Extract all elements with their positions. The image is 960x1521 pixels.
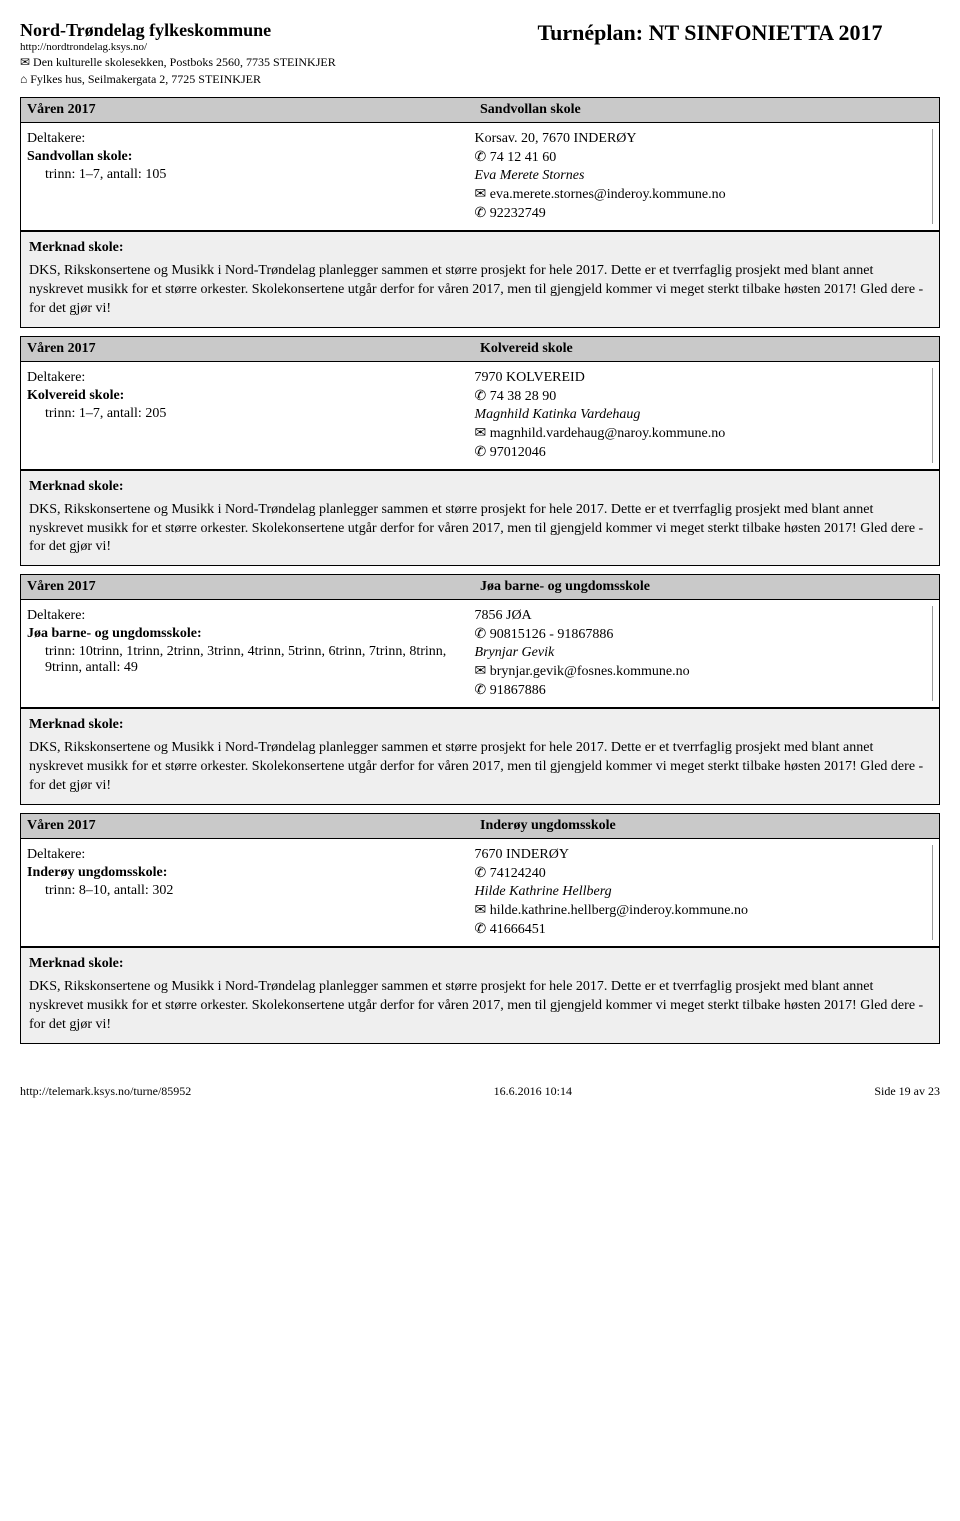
entry-right-col: 7970 KOLVEREID ✆ 74 38 28 90 Magnhild Ka… — [475, 368, 923, 463]
org-addr-2: ⌂ Fylkes hus, Seilmakergata 2, 7725 STEI… — [20, 72, 480, 87]
school-address: 7670 INDERØY — [475, 847, 923, 863]
entry-term: Våren 2017 — [27, 102, 480, 118]
note-text: DKS, Rikskonsertene og Musikk i Nord-Trø… — [29, 739, 931, 796]
entry-body: Deltakere: Jøa barne- og ungdomsskole: t… — [21, 600, 939, 707]
entry-body: Deltakere: Sandvollan skole: trinn: 1–7,… — [21, 123, 939, 230]
participants-label: Deltakere: — [27, 847, 475, 863]
footer-url: http://telemark.ksys.no/turne/85952 — [20, 1084, 191, 1099]
schedule-entry: Våren 2017 Jøa barne- og ungdomsskole De… — [20, 574, 940, 708]
entry-school-title: Inderøy ungdomsskole — [480, 818, 933, 834]
note-text: DKS, Rikskonsertene og Musikk i Nord-Trø… — [29, 501, 931, 558]
entry-header: Våren 2017 Sandvollan skole — [21, 98, 939, 123]
entry-school-title: Sandvollan skole — [480, 102, 933, 118]
entry-left-col: Deltakere: Jøa barne- og ungdomsskole: t… — [27, 606, 475, 701]
org-addr-1: ✉ Den kulturelle skolesekken, Postboks 2… — [20, 55, 480, 70]
contact-email: ✉ hilde.kathrine.hellberg@inderoy.kommun… — [475, 902, 923, 919]
entry-header: Våren 2017 Jøa barne- og ungdomsskole — [21, 575, 939, 600]
document-header: Nord-Trøndelag fylkeskommune http://nord… — [20, 20, 940, 89]
participants-label: Deltakere: — [27, 608, 475, 624]
contact-phone: ✆ 92232749 — [475, 205, 923, 222]
contact-email: ✉ eva.merete.stornes@inderoy.kommune.no — [475, 186, 923, 203]
note-block: Merknad skole: DKS, Rikskonsertene og Mu… — [20, 947, 940, 1044]
vertical-separator — [932, 606, 933, 701]
vertical-separator — [932, 845, 933, 940]
contact-name: Magnhild Katinka Vardehaug — [475, 407, 923, 423]
entry-term: Våren 2017 — [27, 818, 480, 834]
entry-right-col: 7856 JØA ✆ 90815126 - 91867886 Brynjar G… — [475, 606, 923, 701]
contact-email: ✉ magnhild.vardehaug@naroy.kommune.no — [475, 425, 923, 442]
entry-school-title: Jøa barne- og ungdomsskole — [480, 579, 933, 595]
header-left: Nord-Trøndelag fylkeskommune http://nord… — [20, 20, 480, 89]
org-url: http://nordtrondelag.ksys.no/ — [20, 41, 480, 53]
grade-line: trinn: 1–7, antall: 205 — [27, 406, 475, 422]
note-text: DKS, Rikskonsertene og Musikk i Nord-Trø… — [29, 978, 931, 1035]
school-line: Kolvereid skole: — [27, 388, 475, 404]
contact-name: Brynjar Gevik — [475, 645, 923, 661]
grade-line: trinn: 8–10, antall: 302 — [27, 883, 475, 899]
school-phone: ✆ 74 12 41 60 — [475, 149, 923, 166]
school-line: Sandvollan skole: — [27, 149, 475, 165]
note-title: Merknad skole: — [29, 240, 931, 256]
schedule-entry: Våren 2017 Sandvollan skole Deltakere: S… — [20, 97, 940, 231]
note-block: Merknad skole: DKS, Rikskonsertene og Mu… — [20, 708, 940, 805]
vertical-separator — [932, 368, 933, 463]
participants-label: Deltakere: — [27, 131, 475, 147]
entry-body: Deltakere: Inderøy ungdomsskole: trinn: … — [21, 839, 939, 946]
school-line: Jøa barne- og ungdomsskole: — [27, 626, 475, 642]
contact-email: ✉ brynjar.gevik@fosnes.kommune.no — [475, 663, 923, 680]
footer-page: Side 19 av 23 — [874, 1084, 940, 1099]
org-name: Nord-Trøndelag fylkeskommune — [20, 20, 480, 41]
footer-date: 16.6.2016 10:14 — [494, 1084, 572, 1099]
entry-header: Våren 2017 Kolvereid skole — [21, 337, 939, 362]
school-address: 7856 JØA — [475, 608, 923, 624]
entry-left-col: Deltakere: Sandvollan skole: trinn: 1–7,… — [27, 129, 475, 224]
plan-title: Turnéplan: NT SINFONIETTA 2017 — [480, 20, 940, 46]
school-line: Inderøy ungdomsskole: — [27, 865, 475, 881]
entry-body: Deltakere: Kolvereid skole: trinn: 1–7, … — [21, 362, 939, 469]
vertical-separator — [932, 129, 933, 224]
contact-phone: ✆ 97012046 — [475, 444, 923, 461]
entry-left-col: Deltakere: Inderøy ungdomsskole: trinn: … — [27, 845, 475, 940]
grade-line: trinn: 10trinn, 1trinn, 2trinn, 3trinn, … — [27, 644, 475, 676]
school-phone: ✆ 74124240 — [475, 865, 923, 882]
entry-school-title: Kolvereid skole — [480, 341, 933, 357]
participants-label: Deltakere: — [27, 370, 475, 386]
schedule-entry: Våren 2017 Kolvereid skole Deltakere: Ko… — [20, 336, 940, 470]
note-block: Merknad skole: DKS, Rikskonsertene og Mu… — [20, 231, 940, 328]
page-footer: http://telemark.ksys.no/turne/85952 16.6… — [20, 1084, 940, 1099]
note-title: Merknad skole: — [29, 479, 931, 495]
page: Nord-Trøndelag fylkeskommune http://nord… — [20, 20, 940, 1099]
entry-left-col: Deltakere: Kolvereid skole: trinn: 1–7, … — [27, 368, 475, 463]
school-phone: ✆ 90815126 - 91867886 — [475, 626, 923, 643]
note-block: Merknad skole: DKS, Rikskonsertene og Mu… — [20, 470, 940, 567]
entry-term: Våren 2017 — [27, 579, 480, 595]
entry-right-col: Korsav. 20, 7670 INDERØY ✆ 74 12 41 60 E… — [475, 129, 923, 224]
entry-header: Våren 2017 Inderøy ungdomsskole — [21, 814, 939, 839]
entry-term: Våren 2017 — [27, 341, 480, 357]
entry-right-col: 7670 INDERØY ✆ 74124240 Hilde Kathrine H… — [475, 845, 923, 940]
school-phone: ✆ 74 38 28 90 — [475, 388, 923, 405]
contact-name: Hilde Kathrine Hellberg — [475, 884, 923, 900]
note-text: DKS, Rikskonsertene og Musikk i Nord-Trø… — [29, 262, 931, 319]
school-address: 7970 KOLVEREID — [475, 370, 923, 386]
note-title: Merknad skole: — [29, 717, 931, 733]
school-address: Korsav. 20, 7670 INDERØY — [475, 131, 923, 147]
schedule-entry: Våren 2017 Inderøy ungdomsskole Deltaker… — [20, 813, 940, 947]
contact-phone: ✆ 41666451 — [475, 921, 923, 938]
note-title: Merknad skole: — [29, 956, 931, 972]
contact-name: Eva Merete Stornes — [475, 168, 923, 184]
contact-phone: ✆ 91867886 — [475, 682, 923, 699]
grade-line: trinn: 1–7, antall: 105 — [27, 167, 475, 183]
